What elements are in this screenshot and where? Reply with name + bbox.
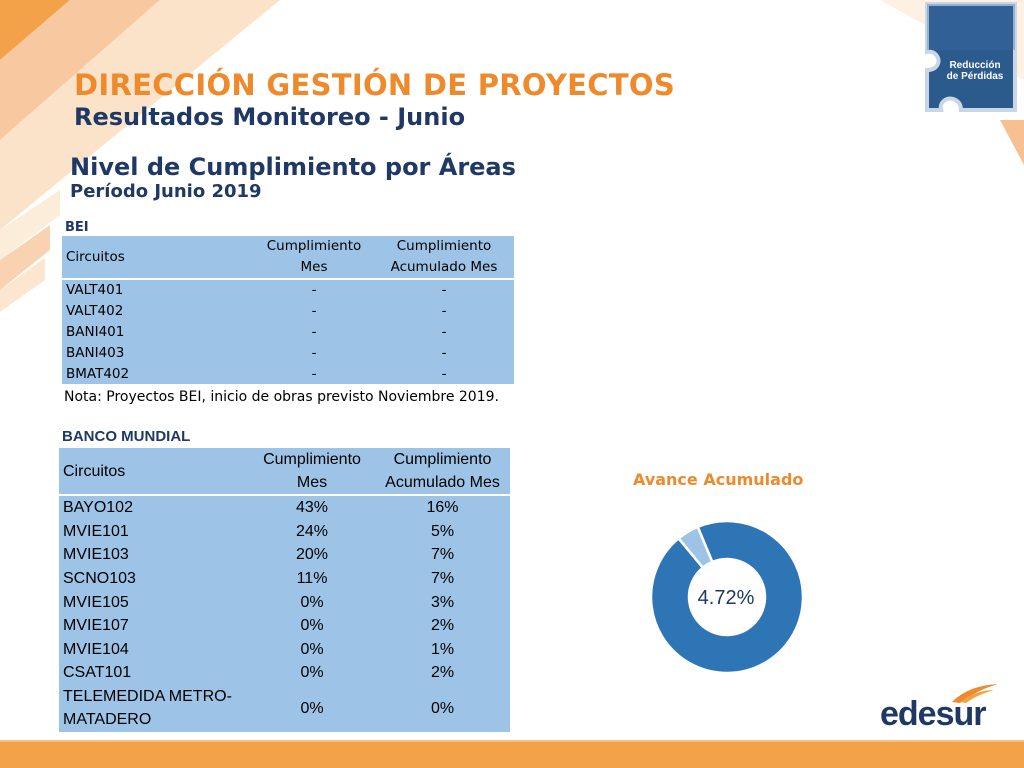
cell-mes: - <box>311 323 317 340</box>
header-line: Mes <box>300 259 328 275</box>
cell-mes: 0% <box>300 617 324 635</box>
header-line: Cumplimiento <box>393 451 492 468</box>
cell-acum: - <box>441 344 447 361</box>
cell-mes: - <box>311 303 317 320</box>
header-cumplimiento-mes: Cumplimiento Mes <box>254 236 374 280</box>
header-cumplimiento-acumulado: Cumplimiento Acumulado Mes <box>374 236 514 280</box>
cell-circuit: SCNO103 <box>63 570 136 588</box>
bei-table: Circuitos Cumplimiento Mes Cumplimiento … <box>62 236 514 384</box>
header-line: Acumulado Mes <box>390 259 498 275</box>
chart-title: Avance Acumulado <box>633 470 804 489</box>
banco-mundial-label: BANCO MUNDIAL <box>62 428 191 445</box>
cell-circuit: BMAT402 <box>66 365 130 382</box>
donut-slice-1 <box>649 519 805 675</box>
page-title: DIRECCIÓN GESTIÓN DE PROYECTOS <box>74 68 676 102</box>
header-circuits: Circuitos <box>59 448 249 496</box>
cell-mes: 0% <box>300 593 324 611</box>
banco-mundial-table: Circuitos Cumplimiento Mes Cumplimiento … <box>59 448 510 732</box>
cell-circuit: BAYO102 <box>63 499 133 517</box>
header-circuits: Circuitos <box>62 236 254 280</box>
table-header-row: Circuitos Cumplimiento Mes Cumplimiento … <box>59 448 510 496</box>
cell-acum: 16% <box>426 499 459 517</box>
table-row: BAYO102 43% 16% <box>59 495 510 520</box>
cell-circuit: BANI401 <box>66 323 125 340</box>
cell-acum: 3% <box>430 593 455 611</box>
cell-acum: 0% <box>430 699 455 717</box>
cell-acum: 7% <box>430 546 455 564</box>
cell-mes: 24% <box>295 522 329 540</box>
page-subtitle: Resultados Monitoreo - Junio <box>74 103 466 131</box>
edesur-logo: edesur <box>880 695 986 733</box>
donut-center-label: 4.72% <box>697 587 755 609</box>
table-row: MVIE101 24% 5% <box>59 520 510 544</box>
header-cumplimiento-mes: Cumplimiento Mes <box>249 448 375 496</box>
edesur-swoosh-icon <box>952 684 998 703</box>
table-row: MVIE104 0% 1% <box>59 638 510 662</box>
header-line: Mes <box>296 474 328 491</box>
bei-label: BEI <box>65 220 89 235</box>
cell-acum: 7% <box>430 570 455 588</box>
cell-circuit: BANI403 <box>66 344 125 361</box>
cell-circuit: TELEMEDIDA METRO- MATADERO <box>59 685 249 732</box>
cell-mes: 43% <box>295 499 329 517</box>
cell-mes: 0% <box>300 699 324 717</box>
cell-circuit: VALT402 <box>66 303 124 320</box>
table-header-row: Circuitos Cumplimiento Mes Cumplimiento … <box>62 236 514 280</box>
badge-label: Reducción de Pérdidas <box>935 60 1015 82</box>
cell-circuit: VALT401 <box>66 282 124 299</box>
table-row: BANI403 - - <box>62 342 514 363</box>
table-row: MVIE103 20% 7% <box>59 543 510 567</box>
cell-mes: - <box>311 282 317 299</box>
table-row: MVIE105 0% 3% <box>59 590 510 614</box>
cell-circuit-line: TELEMEDIDA METRO- <box>63 688 232 706</box>
cell-acum: - <box>441 282 447 299</box>
cell-acum: - <box>441 365 447 382</box>
cell-circuit: MVIE105 <box>63 593 129 611</box>
cell-acum: 5% <box>430 522 455 540</box>
period-label: Período Junio 2019 <box>70 181 262 202</box>
cell-acum: 2% <box>430 664 455 682</box>
cell-circuit: MVIE101 <box>63 522 129 540</box>
cell-circuit: MVIE107 <box>63 617 129 635</box>
footer-bar <box>0 742 1024 768</box>
table-row: TELEMEDIDA METRO- MATADERO 0% 0% <box>59 685 510 732</box>
header-line: Cumplimiento <box>266 238 362 254</box>
section-title: Nivel de Cumplimiento por Áreas <box>70 153 516 181</box>
cell-circuit-line: MATADERO <box>63 711 152 729</box>
cell-mes: - <box>311 365 317 382</box>
header-line: Acumulado Mes <box>385 474 500 491</box>
badge-line-1: Reducción <box>949 60 1001 71</box>
table-row: VALT402 - - <box>62 301 514 322</box>
cell-circuit: CSAT101 <box>63 664 132 682</box>
table-row: BMAT402 - - <box>62 363 514 384</box>
table-row: MVIE107 0% 2% <box>59 614 510 638</box>
cell-mes: 20% <box>295 546 329 564</box>
cell-mes: 11% <box>296 570 328 588</box>
table-row: SCNO103 11% 7% <box>59 567 510 591</box>
cell-acum: 1% <box>430 640 455 658</box>
cell-mes: - <box>311 344 317 361</box>
puzzle-badge-icon <box>925 2 1017 112</box>
cell-circuit: MVIE104 <box>63 640 129 658</box>
cell-acum: 2% <box>430 617 455 635</box>
header-cumplimiento-acumulado: Cumplimiento Acumulado Mes <box>375 448 510 496</box>
table-row: BANI401 - - <box>62 322 514 343</box>
donut-chart <box>649 519 805 675</box>
header-line: Cumplimiento <box>396 238 492 254</box>
cell-circuit: MVIE103 <box>63 546 129 564</box>
footer-accent <box>0 740 1024 743</box>
header-line: Cumplimiento <box>263 451 361 468</box>
badge-line-2: de Pérdidas <box>946 71 1004 82</box>
table-row: CSAT101 0% 2% <box>59 661 510 685</box>
bei-note: Nota: Proyectos BEI, inicio de obras pre… <box>64 389 499 405</box>
cell-acum: - <box>441 303 447 320</box>
cell-mes: 0% <box>300 664 324 682</box>
table-row: VALT401 - - <box>62 279 514 301</box>
cell-mes: 0% <box>300 640 324 658</box>
cell-acum: - <box>441 323 447 340</box>
